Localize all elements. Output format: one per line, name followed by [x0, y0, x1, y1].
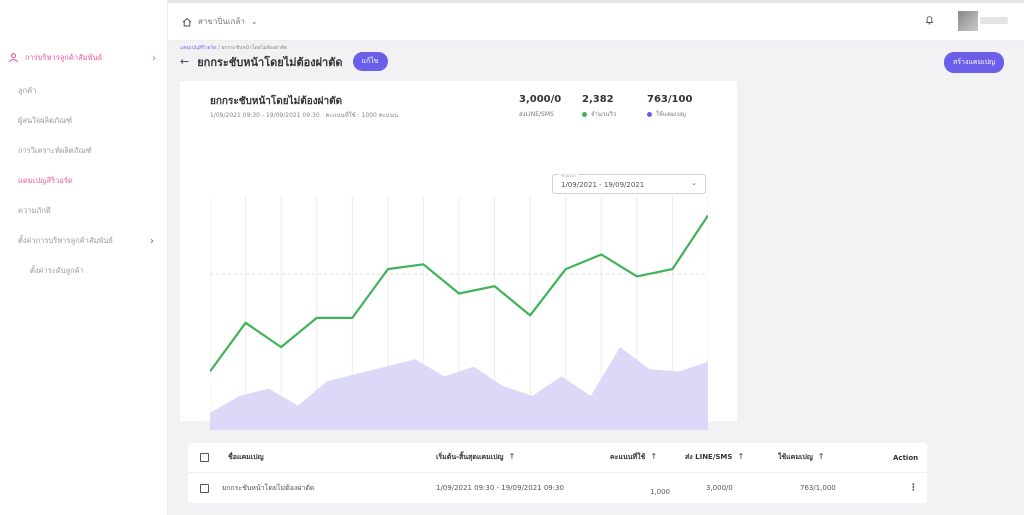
sidebar-item-reward-campaign[interactable]: แคมเปญสิริวอร์ด: [0, 166, 168, 196]
area-series: [210, 347, 708, 430]
cell-name: ยกกระชับหน้าโดยไม่ต้องผ่าตัด: [222, 483, 315, 492]
branch-selector[interactable]: สาขาปิ่นเกล้า ⌄: [182, 15, 258, 28]
summary-points: คะแนนที่ใช้ : 1000 คะแนน: [325, 112, 399, 119]
sidebar-item-label: ตั้งค่าการบริหารลูกค้าสัมพันธ์: [18, 236, 114, 245]
chevron-down-icon: ⌄: [250, 17, 258, 26]
sort-arrow-icon[interactable]: ↑: [817, 452, 825, 461]
sort-arrow-icon[interactable]: ↑: [650, 452, 658, 461]
stat-label-text: ส่งLINE/SMS: [519, 111, 554, 118]
cell-period: 1/09/2021 09:30 - 19/09/2021 09:30: [436, 484, 565, 492]
table-row[interactable]: ยกกระชับหน้าโดยไม่ต้องผ่าตัด 1/09/2021 0…: [188, 473, 927, 503]
green-dot-icon: [582, 111, 587, 117]
breadcrumb-current: ยกกระชับหน้าโดยไม่ต้องผ่าตัด: [221, 45, 288, 51]
sidebar-item-product-analysis[interactable]: การวิเคราะห์ผลิตภัณฑ์: [0, 136, 168, 166]
sidebar-item-label: การวิเคราะห์ผลิตภัณฑ์: [18, 146, 92, 155]
col-action-header: Action: [893, 453, 919, 462]
sidebar-item-crm-group: การบริหารลูกค้าสัมพันธ์: [8, 52, 102, 64]
sidebar-item-crm-settings[interactable]: ตั้งค่าการบริหารลูกค้าสัมพันธ์ ›: [0, 226, 168, 256]
views-chart: [210, 196, 708, 430]
stat-views: 2,382 จำนวนวิว: [582, 94, 616, 119]
title-row: ← ยกกระชับหน้าโดยไม่ต้องผ่าตัด แก้ไข: [180, 52, 388, 71]
user-name-placeholder[interactable]: [980, 17, 1008, 24]
top-bar: สาขาปิ่นเกล้า ⌄: [168, 3, 1024, 41]
branch-name: สาขาปิ่นเกล้า: [198, 17, 245, 26]
sidebar-nav: การบริหารลูกค้าสัมพันธ์ › ลูกค้า ผู้สนใจ…: [0, 48, 168, 286]
col-period-header-label: เริ่มต้น-สิ้นสุดแคมเปญ: [436, 453, 504, 461]
table-header-row: ชื่อแคมเปญ เริ่มต้น-สิ้นสุดแคมเปญ ↑ คะแนน…: [188, 443, 927, 473]
top-divider: [0, 0, 1024, 3]
create-campaign-button[interactable]: สร้างแคมเปญ: [944, 52, 1004, 73]
main-content: แคมเปญสิริวอร์ด / ยกกระชับหน้าโดยไม่ต้อง…: [168, 41, 1024, 515]
sidebar-item-label: ผู้สนใจผลิตภัณฑ์: [18, 116, 73, 125]
sidebar-item-crm[interactable]: การบริหารลูกค้าสัมพันธ์ ›: [0, 48, 168, 68]
stat-label: ส่งLINE/SMS: [519, 109, 561, 119]
sidebar-item-label: ตั้งค่าระดับลูกค้า: [30, 266, 84, 275]
col-name-header[interactable]: ชื่อแคมเปญ: [228, 453, 264, 461]
stat-used: 763/100 ใช้แคมเปญ: [647, 94, 692, 119]
col-sent-header[interactable]: ส่ง LINE/SMS ↑: [685, 452, 744, 463]
chevron-down-icon: ⌄: [691, 179, 697, 187]
chevron-right-icon: ›: [152, 52, 156, 64]
sidebar-item-leads[interactable]: ผู้สนใจผลิตภัณฑ์: [0, 106, 168, 136]
col-used-header[interactable]: ใช้แคมเปญ ↑: [778, 452, 824, 463]
stat-value: 3,000/0: [519, 94, 562, 105]
cell-used: 763/1,000: [800, 484, 836, 492]
sidebar-item-label: แคมเปญสิริวอร์ด: [18, 176, 73, 185]
sidebar-item-label: การบริหารลูกค้าสัมพันธ์: [25, 53, 103, 62]
date-range-value: 1/09/2021 - 19/09/2021: [561, 181, 645, 189]
page-title: ยกกระชับหน้าโดยไม่ต้องผ่าตัด: [197, 55, 343, 69]
sidebar-item-label: ลูกค้า: [18, 86, 37, 95]
sidebar-item-crm-inner: การบริหารลูกค้าสัมพันธ์ ›: [8, 52, 168, 64]
stat-sent: 3,000/0 ส่งLINE/SMS: [519, 94, 561, 119]
select-all-checkbox[interactable]: [200, 453, 209, 462]
sidebar: การบริหารลูกค้าสัมพันธ์ › ลูกค้า ผู้สนใจ…: [0, 0, 168, 515]
sidebar-item-customer-level[interactable]: ตั้งค่าระดับลูกค้า: [0, 256, 168, 286]
col-period-header[interactable]: เริ่มต้น-สิ้นสุดแคมเปญ ↑: [436, 452, 515, 463]
row-checkbox[interactable]: [200, 483, 209, 493]
breadcrumb-separator: /: [216, 45, 222, 51]
more-options-icon[interactable]: ⋮: [909, 483, 918, 493]
purple-dot-icon: [647, 111, 652, 117]
summary-subtitle: 1/09/2021 09:30 - 19/09/2021 09:30 คะแนน…: [210, 110, 398, 120]
stat-label: ใช้แคมเปญ: [647, 109, 692, 119]
date-range-picker[interactable]: ช่วงเวลา 1/09/2021 - 19/09/2021 ⌄: [552, 172, 706, 194]
sidebar-item-loyalty[interactable]: ความภักดี: [0, 196, 168, 226]
col-sent-header-label: ส่ง LINE/SMS: [685, 453, 733, 461]
cell-points: 1,000: [649, 488, 670, 496]
sidebar-item-customers[interactable]: ลูกค้า: [0, 76, 168, 106]
date-range-label: ช่วงเวลา: [559, 172, 579, 179]
bell-icon[interactable]: [925, 15, 934, 25]
sort-arrow-icon[interactable]: ↑: [508, 452, 516, 461]
edit-button[interactable]: แก้ไข: [352, 52, 388, 71]
line-series: [210, 214, 708, 373]
campaign-summary-card: ยกกระชับหน้าโดยไม่ต้องผ่าตัด 1/09/2021 0…: [180, 81, 737, 430]
back-arrow-icon[interactable]: ←: [180, 55, 190, 68]
crm-people-icon: [8, 53, 19, 63]
stat-value: 2,382: [582, 94, 614, 105]
stat-label: จำนวนวิว: [582, 109, 616, 119]
chevron-right-icon: ›: [150, 235, 154, 247]
summary-title: ยกกระชับหน้าโดยไม่ต้องผ่าตัด: [210, 96, 343, 107]
campaign-table: ชื่อแคมเปญ เริ่มต้น-สิ้นสุดแคมเปญ ↑ คะแนน…: [188, 443, 927, 503]
avatar[interactable]: [958, 11, 978, 31]
stat-label-text: ใช้แคมเปญ: [656, 111, 686, 118]
sort-arrow-icon[interactable]: ↑: [737, 452, 745, 461]
cell-sent: 3,000/0: [706, 484, 733, 492]
col-points-header[interactable]: คะแนนที่ใช้ ↑: [610, 452, 657, 463]
col-points-header-label: คะแนนที่ใช้: [610, 453, 646, 461]
sidebar-item-label: ความภักดี: [18, 206, 51, 215]
breadcrumb: แคมเปญสิริวอร์ด / ยกกระชับหน้าโดยไม่ต้อง…: [180, 44, 287, 52]
home-icon: [182, 17, 192, 26]
summary-period: 1/09/2021 09:30 - 19/09/2021 09:30: [210, 112, 320, 119]
stat-label-text: จำนวนวิว: [591, 111, 617, 118]
stat-value: 763/100: [647, 94, 693, 105]
col-used-header-label: ใช้แคมเปญ: [778, 453, 813, 461]
breadcrumb-parent[interactable]: แคมเปญสิริวอร์ด: [180, 45, 217, 51]
